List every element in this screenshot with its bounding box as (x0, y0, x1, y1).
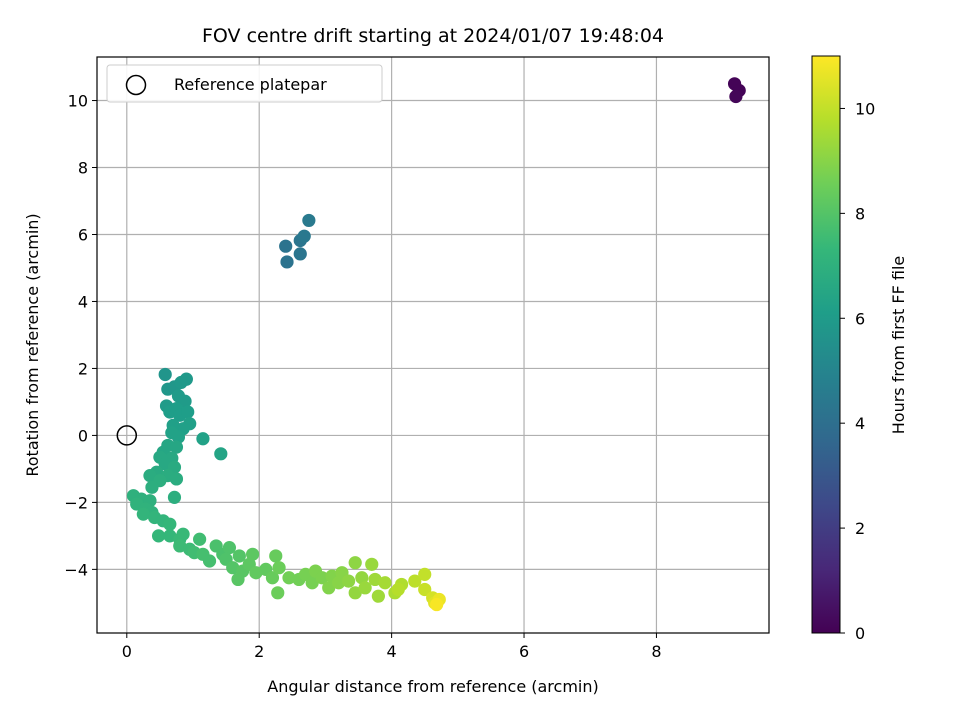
data-point (418, 582, 432, 597)
data-point (265, 571, 280, 585)
data-point (169, 472, 184, 486)
data-point (214, 447, 228, 461)
data-point (430, 597, 444, 612)
data-point (371, 589, 385, 603)
colorbar-tick-label: 4 (855, 414, 865, 433)
chart-title: FOV centre drift starting at 2024/01/07 … (202, 25, 664, 47)
y-axis-label: Rotation from reference (arcmin) (23, 213, 42, 476)
data-point (293, 247, 307, 261)
data-point (729, 89, 743, 104)
data-point (158, 367, 172, 382)
data-point (181, 405, 195, 419)
data-point (322, 581, 336, 595)
data-point (279, 239, 293, 253)
x-tick-label: 0 (122, 642, 132, 661)
data-point (151, 529, 166, 543)
data-point (202, 554, 217, 568)
data-point (179, 372, 193, 386)
data-point (365, 557, 379, 571)
data-point (231, 572, 245, 587)
colorbar-tick-label: 8 (855, 204, 865, 223)
colorbar-tick-label: 6 (855, 309, 865, 328)
plot-frame (96, 56, 770, 634)
data-point (282, 571, 296, 585)
data-point (271, 586, 285, 600)
data-point (280, 255, 294, 269)
colorbar-ticks: 0 2 4 6 8 10 (840, 99, 875, 643)
y-tick-label: 0 (78, 426, 88, 445)
reference-point (116, 425, 138, 446)
data-point (332, 576, 346, 590)
data-point (418, 567, 432, 581)
x-tick-label: 8 (651, 642, 661, 661)
data-point (163, 529, 177, 543)
data-point (302, 213, 316, 228)
y-axis-ticks: −4 −2 0 2 4 6 8 10 (64, 92, 97, 579)
data-point (226, 561, 240, 575)
data-point (348, 586, 362, 600)
x-tick-label: 4 (387, 642, 397, 661)
data-point (272, 561, 286, 575)
data-point (355, 571, 369, 585)
colorbar-tick-label: 2 (855, 519, 865, 538)
data-point (173, 539, 187, 553)
y-tick-label: 4 (78, 292, 88, 311)
legend-box (106, 64, 383, 103)
data-point (232, 549, 246, 563)
grid-lines (97, 57, 769, 633)
y-tick-label: −4 (64, 560, 88, 579)
data-point (222, 541, 237, 555)
data-point (315, 571, 329, 585)
y-tick-label: 2 (78, 359, 88, 378)
y-tick-label: −2 (64, 493, 88, 512)
x-axis-label: Angular distance from reference (arcmin) (267, 677, 598, 696)
data-point (167, 490, 182, 504)
data-point (358, 581, 372, 595)
y-tick-label: 6 (78, 225, 88, 244)
y-tick-label: 8 (78, 159, 88, 178)
data-point (305, 576, 319, 590)
data-point (391, 582, 405, 597)
data-point (245, 547, 260, 561)
data-points (126, 77, 746, 612)
data-point (348, 556, 362, 570)
data-point (408, 574, 422, 588)
x-axis-ticks: 0 2 4 6 8 (122, 633, 662, 661)
data-point (193, 532, 207, 546)
y-tick-label: 10 (68, 92, 88, 111)
legend: Reference platepar (106, 64, 383, 103)
data-point (178, 394, 192, 408)
colorbar-tick-label: 0 (855, 624, 865, 643)
data-point (171, 430, 186, 444)
legend-label-reference: Reference platepar (174, 75, 327, 94)
data-point (249, 566, 263, 580)
data-point (297, 229, 311, 243)
data-point (145, 480, 159, 494)
reference-marker (116, 425, 138, 446)
colorbar-tick-label: 10 (855, 99, 875, 118)
data-point (378, 576, 392, 590)
data-point (269, 549, 283, 563)
data-point (169, 440, 184, 454)
data-point (196, 432, 210, 446)
data-point (163, 517, 177, 531)
x-tick-label: 2 (254, 642, 264, 661)
legend-marker-reference (125, 74, 147, 96)
data-point (176, 527, 190, 541)
x-tick-label: 6 (519, 642, 529, 661)
colorbar-label: Hours from first FF file (889, 256, 908, 435)
data-point (136, 507, 150, 521)
colorbar (811, 55, 841, 634)
data-point (143, 469, 157, 483)
data-point (368, 572, 382, 587)
data-point (341, 574, 356, 588)
